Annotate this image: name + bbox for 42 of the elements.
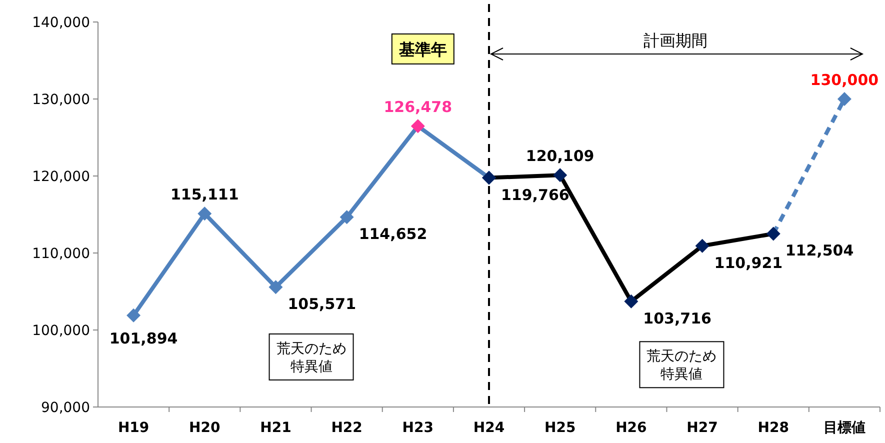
annotation: 特異値 [660, 366, 703, 383]
x-tick-label: H28 [758, 420, 789, 436]
data-label: 105,571 [288, 295, 356, 314]
data-label: 101,894 [109, 329, 178, 348]
data-label: 115,111 [170, 186, 239, 204]
data-label: 114,652 [358, 225, 428, 244]
y-tick-label: 120,000 [32, 169, 90, 185]
y-tick-label: 110,000 [32, 246, 90, 262]
data-label: 103,716 [643, 309, 712, 328]
data-label: 130,000 [810, 71, 879, 89]
data-label: 112,504 [785, 242, 854, 260]
data-label: 119,766 [501, 186, 570, 204]
annotation: 計画期間 [644, 31, 708, 50]
x-tick-label: H25 [544, 420, 576, 436]
point [695, 238, 710, 253]
annotation: 荒天のため [276, 340, 346, 357]
y-tick-label: 100,000 [32, 323, 90, 339]
point [340, 210, 354, 224]
point [553, 168, 568, 182]
annotation: 特異値 [290, 358, 332, 375]
x-tick-label: H20 [189, 420, 220, 436]
y-tick-label: 140,000 [32, 15, 90, 31]
annotation: 基準年 [398, 40, 447, 59]
x-tick-label: H19 [118, 420, 150, 436]
point [268, 280, 283, 294]
point [198, 206, 212, 221]
y-tick-label: 90,000 [41, 400, 90, 416]
x-tick-label: H26 [616, 420, 647, 436]
point [624, 294, 638, 308]
x-tick-label: H24 [473, 420, 505, 436]
x-tick-label: H23 [402, 420, 434, 436]
x-tick-label: 目標値 [823, 420, 866, 436]
y-tick-label: 130,000 [32, 92, 90, 108]
x-tick-label: H21 [260, 420, 292, 436]
data-label: 126,478 [384, 98, 452, 116]
annotation: 荒天のため [646, 348, 717, 365]
point [126, 308, 141, 322]
x-tick-label: H22 [331, 420, 362, 436]
point [410, 119, 425, 134]
x-tick-label: H27 [686, 420, 718, 436]
data-label: 120,109 [526, 147, 594, 166]
data-label: 110,921 [714, 254, 783, 272]
